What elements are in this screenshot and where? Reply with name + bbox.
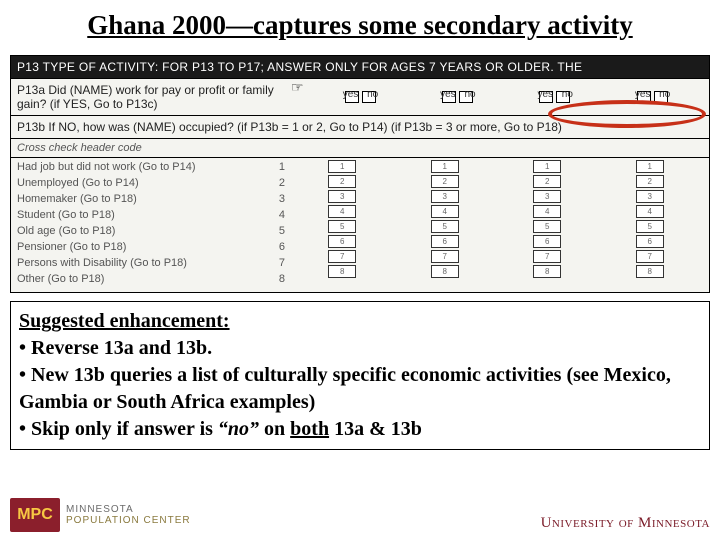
grid-cell: 8: [328, 265, 356, 278]
grid-cell: 3: [533, 190, 561, 203]
mpc-logo: MPC MINNESOTA POPULATION CENTER: [10, 498, 191, 532]
enhancement-bullet-1: • Reverse 13a and 13b.: [19, 337, 212, 359]
grid-cell: 5: [533, 220, 561, 233]
activity-row: Persons with Disability (Go to P18)7: [17, 256, 285, 272]
cross-check-header: Cross check header code: [11, 138, 709, 157]
activity-row: Student (Go to P18)4: [17, 208, 285, 224]
grid-cell: 2: [431, 175, 459, 188]
grid-column: 1 2 3 4 5 6 7 8: [431, 160, 459, 288]
grid-cell: 5: [328, 220, 356, 233]
yes-no-pair: yes no: [637, 91, 668, 103]
p13a-response-grid: yes no yes no yes no yes no: [312, 79, 709, 115]
enhancement-bullet-3: • Skip only if answer is “no” on both 13…: [19, 418, 422, 440]
pointing-hand-icon: ☞: [291, 79, 312, 115]
activity-row: Homemaker (Go to P18)3: [17, 192, 285, 208]
grid-cell: 8: [636, 265, 664, 278]
question-p13a-text: P13a Did (NAME) work for pay or profit o…: [11, 79, 291, 115]
grid-cell: 4: [533, 205, 561, 218]
grid-column: 1 2 3 4 5 6 7 8: [636, 160, 664, 288]
activity-row: Unemployed (Go to P14)2: [17, 176, 285, 192]
grid-cell: 7: [636, 250, 664, 263]
activity-labels-column: Had job but did not work (Go to P14)1 Un…: [11, 158, 291, 292]
grid-cell: 4: [431, 205, 459, 218]
question-p13a-row: P13a Did (NAME) work for pay or profit o…: [11, 78, 709, 115]
grid-cell: 5: [431, 220, 459, 233]
grid-cell: 6: [636, 235, 664, 248]
grid-cell: 4: [636, 205, 664, 218]
question-p13b-text: P13b If NO, how was (NAME) occupied? (if…: [11, 116, 709, 138]
activity-row: Pensioner (Go to P18)6: [17, 240, 285, 256]
suggested-enhancement-box: Suggested enhancement: • Reverse 13a and…: [10, 301, 710, 450]
grid-cell: 3: [328, 190, 356, 203]
activity-row: Other (Go to P18)8: [17, 272, 285, 288]
mpc-wordmark-icon: MPC: [10, 498, 60, 532]
census-form-scan: P13 TYPE OF ACTIVITY: FOR P13 TO P17; AN…: [10, 55, 710, 293]
activity-code-grid: 1 2 3 4 5 6 7 8 1 2 3 4 5 6 7 8 1 2 3 4 5 6 7 8 1 2 3 4 5 6 7 8: [291, 158, 709, 292]
grid-cell: 8: [431, 265, 459, 278]
umn-wordmark: University of Minnesota: [541, 515, 710, 532]
activity-row: Old age (Go to P18)5: [17, 224, 285, 240]
grid-cell: 7: [328, 250, 356, 263]
grid-cell: 2: [533, 175, 561, 188]
activity-list: Had job but did not work (Go to P14)1 Un…: [11, 157, 709, 292]
grid-cell: 3: [636, 190, 664, 203]
activity-row: Had job but did not work (Go to P14)1: [17, 160, 285, 176]
grid-cell: 3: [431, 190, 459, 203]
enhancement-bullet-2: • New 13b queries a list of culturally s…: [19, 364, 671, 413]
mpc-logo-text: MINNESOTA POPULATION CENTER: [66, 504, 191, 527]
grid-cell: 7: [431, 250, 459, 263]
grid-cell: 2: [636, 175, 664, 188]
grid-cell: 1: [636, 160, 664, 173]
grid-cell: 2: [328, 175, 356, 188]
grid-cell: 5: [636, 220, 664, 233]
grid-column: 1 2 3 4 5 6 7 8: [328, 160, 356, 288]
yes-no-pair: yes no: [539, 91, 570, 103]
form-header-p13: P13 TYPE OF ACTIVITY: FOR P13 TO P17; AN…: [11, 56, 709, 78]
enhancement-heading: Suggested enhancement:: [19, 310, 230, 332]
yes-no-pair: yes no: [442, 91, 473, 103]
grid-cell: 1: [328, 160, 356, 173]
grid-cell: 1: [533, 160, 561, 173]
slide-title: Ghana 2000—captures some secondary activ…: [0, 0, 720, 55]
question-p13b-row: P13b If NO, how was (NAME) occupied? (if…: [11, 115, 709, 138]
yes-no-pair: yes no: [345, 91, 376, 103]
grid-cell: 8: [533, 265, 561, 278]
grid-cell: 6: [328, 235, 356, 248]
grid-cell: 7: [533, 250, 561, 263]
grid-cell: 6: [431, 235, 459, 248]
slide-footer: MPC MINNESOTA POPULATION CENTER Universi…: [10, 498, 710, 532]
grid-column: 1 2 3 4 5 6 7 8: [533, 160, 561, 288]
grid-cell: 4: [328, 205, 356, 218]
grid-cell: 6: [533, 235, 561, 248]
grid-cell: 1: [431, 160, 459, 173]
